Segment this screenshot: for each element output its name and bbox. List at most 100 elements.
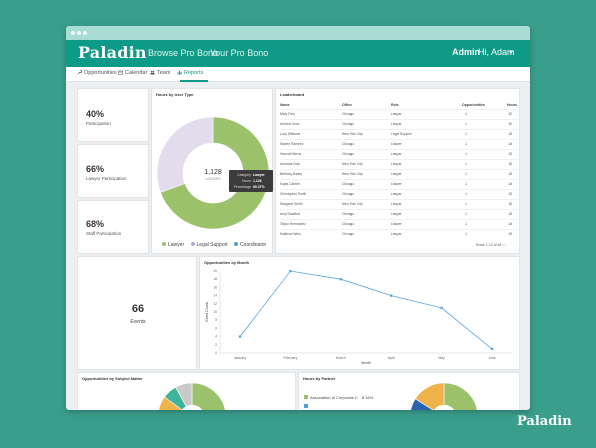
data-point[interactable] — [440, 306, 443, 310]
table-cell: Chicago — [342, 152, 355, 156]
table-cell: New York City — [342, 172, 363, 176]
hours-by-partner-card: Hours by Partner Association of Corporat… — [298, 372, 520, 410]
stat-label: Staff Participation — [86, 231, 122, 236]
table-cell: 30 — [508, 122, 512, 126]
window-dot-icon[interactable] — [71, 31, 75, 35]
table-row[interactable]: Mary Pery Chicago Lawyer 4 32 — [280, 109, 518, 117]
table-cell: Margaret Smith — [280, 202, 303, 206]
card-title: Opportunities by Subject Matter — [82, 376, 143, 381]
events-count: 66 — [131, 303, 145, 315]
legend-item-legal-support[interactable]: Legal Support — [190, 242, 228, 248]
table-row[interactable]: Andrea Gonz Chicago Lawyer 1 30 — [280, 119, 518, 127]
table-row[interactable]: Margaret Smith New York City Lawyer 1 18 — [280, 199, 518, 207]
chevron-down-icon[interactable] — [509, 51, 513, 54]
top-navbar: Paladin Browse Pro Bono Your Pro Bono Ad… — [66, 40, 530, 67]
column-header-role[interactable]: Role — [391, 103, 399, 107]
column-header-name[interactable]: Name — [280, 103, 290, 107]
table-row[interactable]: Lucy Williams New York City Legal Support 1… — [280, 129, 518, 137]
table-cell: 1 — [465, 182, 467, 186]
stat-value: 40% — [86, 109, 105, 119]
table-row[interactable]: Kayla Cantell Chicago Lawyer 1 18 — [280, 179, 518, 187]
card-title: Leaderboard — [280, 92, 305, 97]
data-point[interactable] — [490, 347, 494, 351]
donut-center-label: LOGGED — [206, 177, 221, 181]
tab-label: Reports — [184, 70, 204, 76]
subject-matter-pie-chart[interactable] — [78, 383, 297, 410]
admin-link[interactable]: Admin — [452, 47, 480, 57]
chart-icon — [177, 71, 182, 75]
y-tick-label: 8 — [215, 318, 217, 322]
data-point[interactable] — [238, 335, 242, 338]
x-tick-label: May — [438, 356, 445, 360]
table-cell: 18 — [508, 142, 512, 146]
partner-legend-item[interactable] — [304, 404, 310, 409]
y-tick-label: 14 — [213, 294, 217, 298]
table-row[interactable]: Hannah Berns Chicago Lawyer 1 18 — [280, 149, 518, 157]
chevron-left-icon[interactable]: ‹ — [502, 243, 504, 247]
table-cell: 4 — [465, 112, 467, 116]
opportunities-line-chart[interactable]: 0 2 4 6 8 10 12 14 16 18 20 January February March Apr… — [200, 261, 521, 371]
column-header-office[interactable]: Office — [342, 103, 352, 107]
tab-label: Opportunities — [84, 70, 117, 76]
table-cell: Kayla Cantell — [280, 182, 300, 186]
tab-team[interactable]: Team — [150, 70, 170, 76]
table-row[interactable]: Bethany Bailey New York City Lawyer 1 18 — [280, 169, 518, 177]
partner-legend-item[interactable]: Association of Corporate C 8.34% — [304, 395, 373, 400]
table-cell: 18 — [508, 232, 512, 236]
brand-logo[interactable]: Paladin — [78, 43, 147, 62]
tooltip-key: Category — [237, 173, 251, 177]
y-tick-label: 18 — [213, 277, 217, 281]
pie-slice[interactable] — [175, 383, 193, 407]
y-tick-label: 0 — [215, 351, 217, 355]
nav-browse-pro-bono[interactable]: Browse Pro Bono — [148, 48, 219, 58]
column-header-opportunities[interactable]: Opportunities — [462, 103, 485, 107]
legend-item-lawyer[interactable]: Lawyer — [162, 242, 184, 248]
column-header-hours[interactable]: Hours — [507, 103, 518, 107]
table-cell: 1 — [465, 162, 467, 166]
data-point[interactable] — [389, 294, 393, 297]
user-menu[interactable]: Hi, Adam — [478, 47, 515, 57]
team-icon — [150, 70, 155, 75]
table-row[interactable]: Amanda Dow New York City Lawyer 1 18 — [280, 159, 518, 167]
pagination-label: Rows 1-13 of 62 ‹ › — [476, 243, 506, 247]
pie-slice[interactable] — [414, 383, 445, 410]
pie-slice[interactable] — [156, 116, 214, 193]
app-window: Paladin Browse Pro Bono Your Pro Bono Ad… — [66, 26, 530, 410]
y-tick-label: 6 — [215, 326, 217, 330]
table-cell: Taylor Hernandez — [280, 222, 306, 226]
legend-item-coordinator[interactable]: Coordinator — [234, 242, 266, 248]
table-cell: 1 — [465, 132, 467, 136]
tab-calendar[interactable]: Calendar — [118, 70, 147, 76]
legend-label: Association of Corporate C — [310, 395, 358, 400]
pie-slice[interactable] — [443, 383, 478, 410]
table-cell: Amanda Dow — [280, 162, 300, 166]
table-cell: 18 — [508, 132, 512, 136]
table-row[interactable]: Matthew Wein Chicago Lawyer 1 18 — [280, 229, 518, 237]
y-tick-label: 12 — [213, 302, 217, 306]
table-cell: Lawyer — [391, 232, 402, 236]
table-cell: 18 — [508, 192, 512, 196]
table-cell: New York City — [342, 202, 363, 206]
table-cell: 18 — [508, 152, 512, 156]
legend-label: Lawyer — [168, 242, 185, 248]
series-line — [239, 270, 493, 350]
data-point[interactable] — [339, 277, 343, 281]
table-row[interactable]: Christopher Smith Chicago Lawyer 1 18 — [280, 189, 518, 197]
table-row[interactable]: Taylor Hernandez Chicago Lawyer 1 18 — [280, 219, 518, 227]
window-dot-icon[interactable] — [83, 31, 87, 35]
stat-label: Participation — [86, 121, 111, 126]
partner-pie-chart[interactable] — [299, 383, 521, 410]
chevron-right-icon[interactable]: › — [504, 243, 506, 247]
nav-your-pro-bono[interactable]: Your Pro Bono — [210, 48, 269, 58]
tab-reports[interactable]: Reports — [177, 70, 203, 76]
table-row[interactable]: Marlen Ramirez Chicago Lawyer 1 18 — [280, 139, 518, 147]
table-row[interactable]: Amy Bradford Chicago Lawyer 1 18 — [280, 209, 518, 217]
window-dot-icon[interactable] — [77, 31, 81, 35]
tab-opportunities[interactable]: Opportunities — [77, 70, 117, 76]
chart-tooltip: Category Lawyer Hours 1,128 Percentage 69.3… — [229, 170, 273, 192]
pie-slice[interactable] — [191, 383, 226, 410]
table-cell: Chicago — [342, 212, 355, 216]
data-point[interactable] — [289, 269, 292, 273]
tab-label: Team — [157, 70, 171, 76]
